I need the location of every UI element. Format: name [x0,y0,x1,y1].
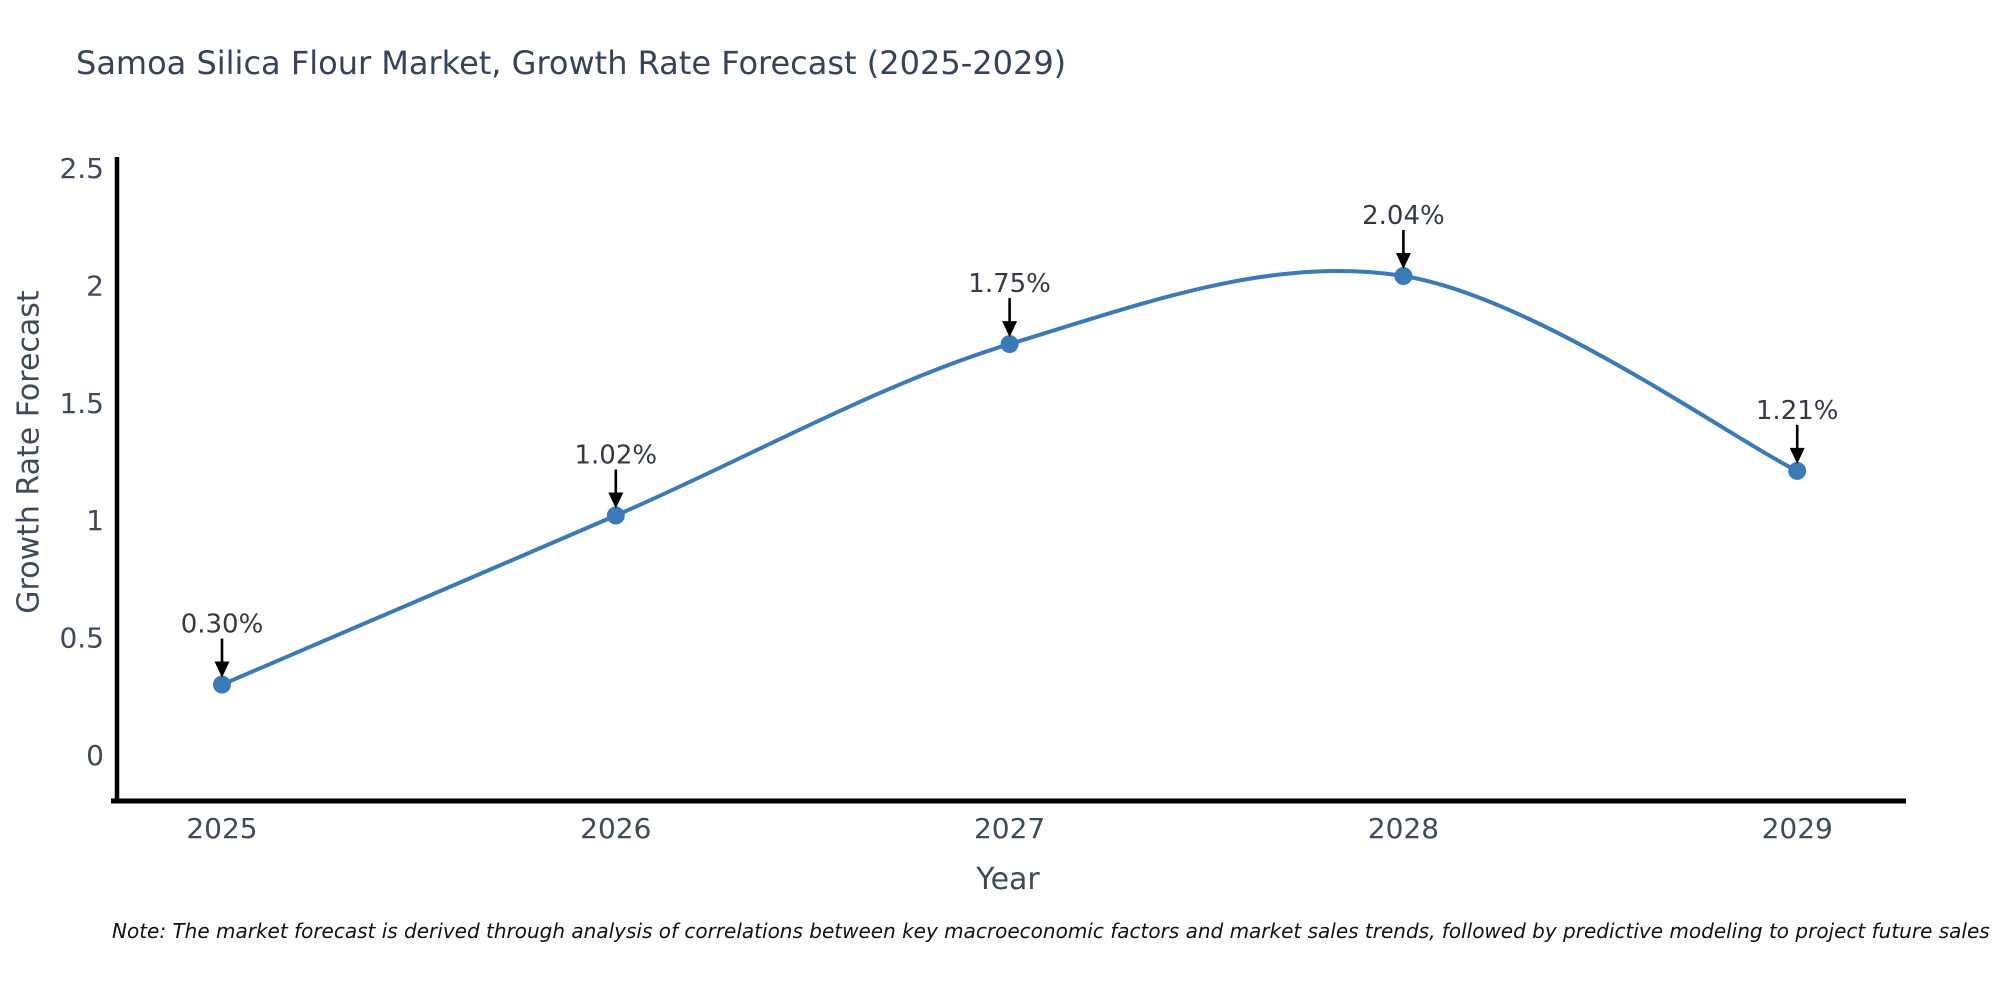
x-tick-label: 2025 [186,812,257,845]
x-tick-label: 2028 [1368,812,1439,845]
data-point-label: 1.75% [968,269,1051,299]
chart-title: Samoa Silica Flour Market, Growth Rate F… [76,44,1067,82]
data-point-label: 1.21% [1756,396,1839,426]
annotation-arrowhead-icon [214,661,230,678]
annotation-arrowhead-icon [1395,253,1411,270]
x-tick-label: 2027 [974,812,1045,845]
data-point-label: 0.30% [181,610,264,640]
data-point-label: 1.02% [574,441,657,471]
data-point-marker-2027 [1000,335,1019,354]
footnote-text: Note: The market forecast is derived thr… [112,919,1990,943]
x-tick-label: 2026 [580,812,651,845]
x-tick-label: 2029 [1762,812,1833,845]
data-point-marker-2029 [1788,461,1807,480]
data-point-label: 2.04% [1362,201,1445,231]
x-axis-title: Year [976,862,1040,897]
data-point-marker-2028 [1394,267,1413,286]
y-tick-label: 1 [86,504,104,537]
y-tick-label: 0.5 [59,622,104,655]
data-point-marker-2025 [213,675,231,694]
data-point-marker-2026 [606,506,625,525]
y-tick-label: 0 [86,739,104,772]
y-tick-label: 1.5 [59,387,104,420]
annotation-arrowhead-icon [1789,447,1805,464]
y-tick-label: 2 [86,269,104,302]
annotation-arrowhead-icon [608,492,624,509]
y-tick-label: 2.5 [59,152,104,185]
annotation-arrowhead-icon [1002,321,1018,338]
